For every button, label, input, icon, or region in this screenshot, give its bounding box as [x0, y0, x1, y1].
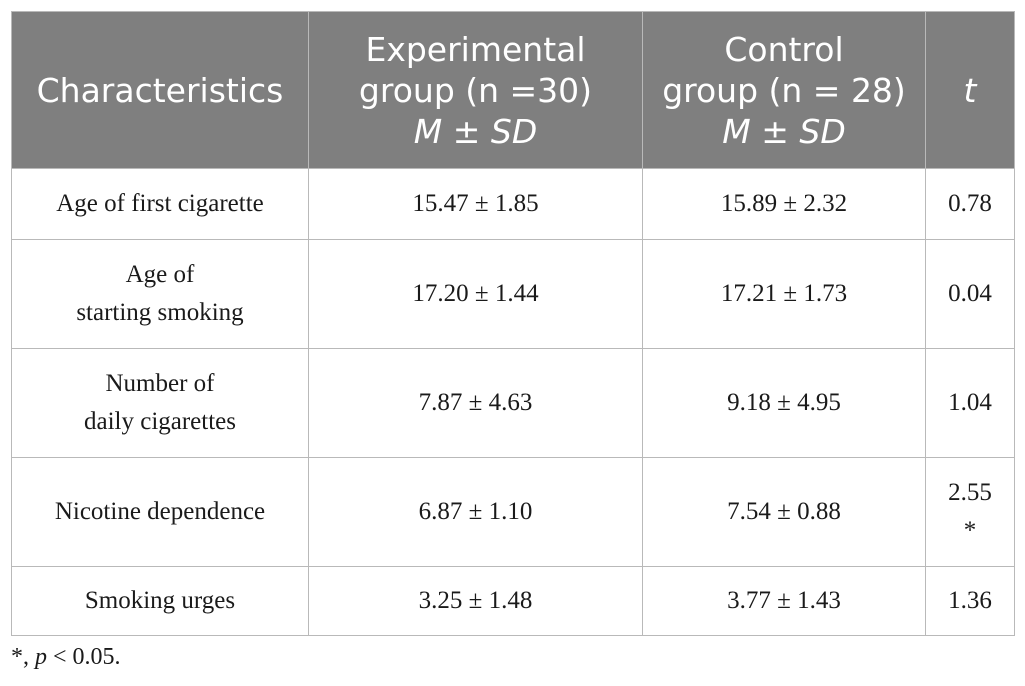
header-row: Characteristics Experimental group (n =3…: [11, 11, 1015, 169]
header-experimental-group: Experimental group (n =30) M ± SD: [308, 11, 643, 169]
table-row: Age of starting smoking 17.20 ± 1.44 17.…: [11, 239, 1015, 349]
footnote-rest: < 0.05.: [47, 644, 121, 670]
experimental-cell: 3.25 ± 1.48: [308, 566, 643, 636]
t-value: 2.55: [948, 479, 992, 506]
table-footnote: *, p < 0.05.: [11, 644, 121, 671]
experimental-cell: 17.20 ± 1.44: [308, 239, 643, 349]
results-table: Characteristics Experimental group (n =3…: [11, 11, 1015, 636]
control-cell: 17.21 ± 1.73: [642, 239, 926, 349]
t-value: 1.04: [948, 389, 992, 416]
header-experimental-line1: Experimental: [365, 29, 586, 69]
characteristic-label: Age of first cigarette: [56, 190, 264, 217]
table-row: Smoking urges 3.25 ± 1.48 3.77 ± 1.43 1.…: [11, 566, 1015, 636]
footnote-p: p: [35, 644, 47, 670]
characteristic-label-line1: Number of: [105, 370, 215, 397]
t-cell: 0.04: [925, 239, 1015, 349]
header-characteristics: Characteristics: [11, 11, 309, 169]
characteristic-label: Nicotine dependence: [54, 498, 266, 525]
characteristic-cell: Smoking urges: [11, 566, 309, 636]
characteristic-cell: Age of starting smoking: [11, 239, 309, 349]
characteristic-cell: Number of daily cigarettes: [11, 348, 309, 458]
footnote-mark: *,: [11, 644, 35, 670]
header-control-group: Control group (n = 28) M ± SD: [642, 11, 926, 169]
characteristic-label-line1: Age of: [125, 261, 195, 288]
t-cell: 2.55 *: [925, 457, 1015, 567]
t-value: 1.36: [948, 587, 992, 614]
characteristic-label: Smoking urges: [84, 587, 236, 614]
table-row: Age of first cigarette 15.47 ± 1.85 15.8…: [11, 168, 1015, 240]
characteristic-cell: Nicotine dependence: [11, 457, 309, 567]
characteristic-label-line2: starting smoking: [76, 299, 244, 326]
header-control-stat: M ± SD: [722, 111, 846, 151]
experimental-cell: 7.87 ± 4.63: [308, 348, 643, 458]
t-cell: 1.04: [925, 348, 1015, 458]
experimental-cell: 6.87 ± 1.10: [308, 457, 643, 567]
table-row: Nicotine dependence 6.87 ± 1.10 7.54 ± 0…: [11, 457, 1015, 567]
header-control-line2: group (n = 28): [662, 70, 906, 110]
t-cell: 1.36: [925, 566, 1015, 636]
header-control-line1: Control: [724, 29, 844, 69]
control-cell: 15.89 ± 2.32: [642, 168, 926, 240]
characteristic-label-line2: daily cigarettes: [83, 408, 236, 435]
significance-mark: *: [963, 517, 977, 544]
header-t: t: [925, 11, 1015, 169]
t-value: 0.78: [948, 190, 992, 217]
experimental-cell: 15.47 ± 1.85: [308, 168, 643, 240]
header-experimental-stat: M ± SD: [413, 111, 538, 151]
control-cell: 7.54 ± 0.88: [642, 457, 926, 567]
t-cell: 0.78: [925, 168, 1015, 240]
control-cell: 3.77 ± 1.43: [642, 566, 926, 636]
characteristic-cell: Age of first cigarette: [11, 168, 309, 240]
t-value: 0.04: [948, 280, 992, 307]
header-experimental-line2: group (n =30): [358, 70, 593, 110]
control-cell: 9.18 ± 4.95: [642, 348, 926, 458]
table-row: Number of daily cigarettes 7.87 ± 4.63 9…: [11, 348, 1015, 458]
